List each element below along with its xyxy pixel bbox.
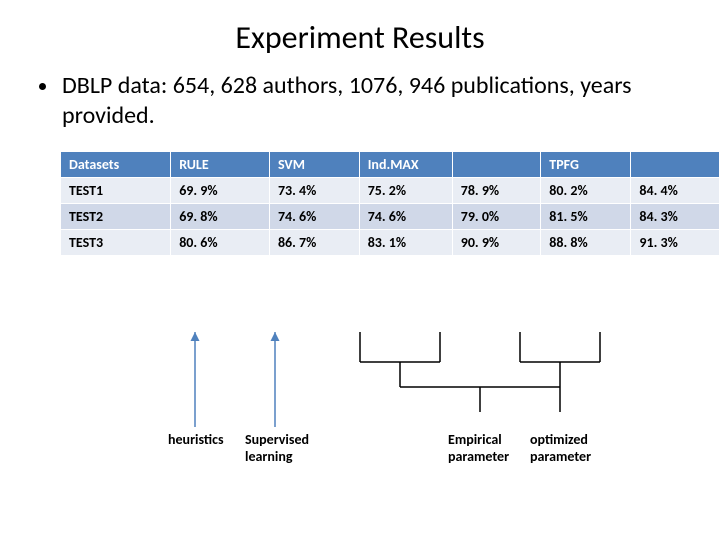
cell: 69. 8% [171, 204, 270, 230]
cell: 75. 2% [359, 178, 452, 204]
cell: 90. 9% [452, 230, 541, 256]
col-datasets: Datasets [61, 152, 171, 178]
cell: 74. 6% [359, 204, 452, 230]
slide: Experiment Results DBLP data: 654, 628 a… [0, 18, 720, 558]
cell: 84. 3% [631, 204, 720, 230]
cell: 74. 6% [269, 204, 359, 230]
cell: TEST2 [61, 204, 171, 230]
label-empirical: Empirical parameter [448, 432, 528, 466]
cell: TEST3 [61, 230, 171, 256]
cell: 91. 3% [631, 230, 720, 256]
col-indmax-b [452, 152, 541, 178]
bullet-item: DBLP data: 654, 628 authors, 1076, 946 p… [60, 71, 680, 131]
cell: 83. 1% [359, 230, 452, 256]
table-row: TEST1 69. 9% 73. 4% 75. 2% 78. 9% 80. 2%… [61, 178, 720, 204]
cell: 88. 8% [541, 230, 631, 256]
label-heuristics: heuristics [168, 432, 238, 449]
cell: TEST1 [61, 178, 171, 204]
table-row: TEST3 80. 6% 86. 7% 83. 1% 90. 9% 88. 8%… [61, 230, 720, 256]
annotation-lines [60, 332, 670, 502]
col-svm: SVM [269, 152, 359, 178]
col-rule: RULE [171, 152, 270, 178]
cell: 69. 9% [171, 178, 270, 204]
cell: 80. 2% [541, 178, 631, 204]
cell: 80. 6% [171, 230, 270, 256]
label-optimized: optimized parameter [530, 432, 610, 466]
bullet-block: DBLP data: 654, 628 authors, 1076, 946 p… [38, 71, 680, 131]
col-indmax-a: Ind.MAX [359, 152, 452, 178]
cell: 79. 0% [452, 204, 541, 230]
annotations: heuristics Supervised learning Empirical… [60, 332, 670, 502]
col-tpfg-a: TPFG [541, 152, 631, 178]
table-row: TEST2 69. 8% 74. 6% 74. 6% 79. 0% 81. 5%… [61, 204, 720, 230]
label-supervised: Supervised learning [245, 432, 335, 466]
cell: 81. 5% [541, 204, 631, 230]
page-title: Experiment Results [0, 18, 720, 57]
cell: 86. 7% [269, 230, 359, 256]
cell: 78. 9% [452, 178, 541, 204]
results-table: Datasets RULE SVM Ind.MAX TPFG TEST1 69.… [60, 151, 720, 256]
cell: 73. 4% [269, 178, 359, 204]
cell: 84. 4% [631, 178, 720, 204]
col-tpfg-b [631, 152, 720, 178]
table-header-row: Datasets RULE SVM Ind.MAX TPFG [61, 152, 720, 178]
